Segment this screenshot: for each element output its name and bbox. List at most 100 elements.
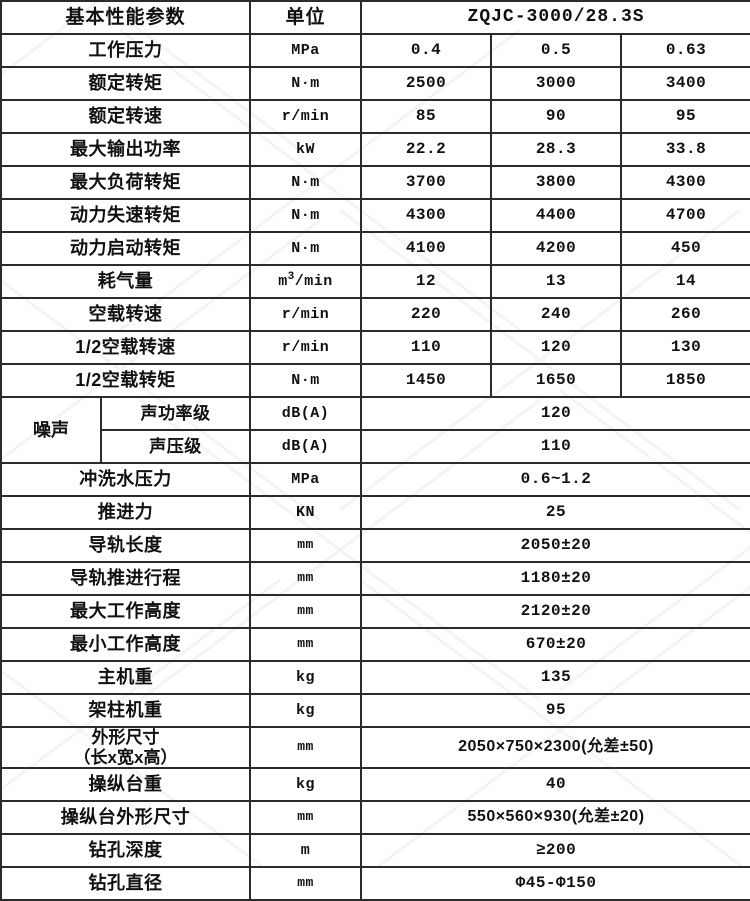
param-unit: N·m <box>249 198 363 233</box>
param-value-merged: 1180±20 <box>360 561 750 596</box>
param-value-merged: 2120±20 <box>360 594 750 629</box>
param-value-1: 22.2 <box>360 132 493 167</box>
dimension-param-name: 外形尺寸 （长x宽x高） <box>0 725 252 770</box>
noise-group-label: 噪声 <box>0 396 102 464</box>
table-row: 动力失速转矩 N·m 4300 4400 4700 <box>0 198 750 233</box>
param-value-2: 0.5 <box>490 33 623 68</box>
param-value-2: 3000 <box>490 66 623 101</box>
param-name: 推进力 <box>0 495 252 530</box>
table-header-row: 基本性能参数 单位 ZQJC-3000/28.3S <box>0 0 750 35</box>
param-value-1: 4300 <box>360 198 493 233</box>
param-name: 冲洗水压力 <box>0 462 252 497</box>
param-value-1: 0.4 <box>360 33 493 68</box>
param-name: 动力启动转矩 <box>0 231 252 266</box>
dimension-unit: mm <box>249 725 363 770</box>
param-value-3: 4700 <box>620 198 750 233</box>
param-value-merged: 0.6~1.2 <box>360 462 750 497</box>
param-name: 导轨长度 <box>0 528 252 563</box>
table-row: 推进力 KN 25 <box>0 495 750 530</box>
param-name: 最大负荷转矩 <box>0 165 252 200</box>
param-value-3: 0.63 <box>620 33 750 68</box>
param-unit: r/min <box>249 330 363 365</box>
param-value-1: 1450 <box>360 363 493 398</box>
table-row: 导轨长度 mm 2050±20 <box>0 528 750 563</box>
param-value-2: 4200 <box>490 231 623 266</box>
param-value-3: 260 <box>620 297 750 332</box>
param-value-3: 33.8 <box>620 132 750 167</box>
param-name: 最小工作高度 <box>0 627 252 662</box>
param-unit: mm <box>249 594 363 629</box>
dimension-name-line2: （长x宽x高） <box>73 747 178 767</box>
param-value-2: 120 <box>490 330 623 365</box>
param-name: 工作压力 <box>0 33 252 68</box>
table-row: 钻孔深度 m ≥200 <box>0 833 750 869</box>
noise-subparam-value: 110 <box>360 429 750 464</box>
param-unit: N·m <box>249 66 363 101</box>
param-name: 操纵台重 <box>0 767 252 803</box>
param-unit: m3/min <box>249 264 363 299</box>
param-value-merged: 25 <box>360 495 750 530</box>
param-name: 导轨推进行程 <box>0 561 252 596</box>
param-value-1: 110 <box>360 330 493 365</box>
param-name: 额定转速 <box>0 99 252 134</box>
param-name: 动力失速转矩 <box>0 198 252 233</box>
param-value-2: 90 <box>490 99 623 134</box>
param-value-merged: 40 <box>360 767 750 803</box>
param-value-merged: ≥200 <box>360 833 750 869</box>
dimension-name-line1: 外形尺寸 <box>91 728 160 747</box>
table-row: 工作压力 MPa 0.4 0.5 0.63 <box>0 33 750 68</box>
param-unit: kg <box>249 767 363 803</box>
param-name: 1/2空载转速 <box>0 330 252 365</box>
table-row: 导轨推进行程 mm 1180±20 <box>0 561 750 596</box>
table-row: 1/2空载转矩 N·m 1450 1650 1850 <box>0 363 750 398</box>
header-unit-label: 单位 <box>249 0 363 35</box>
noise-subparam-name: 声功率级 <box>99 396 252 431</box>
param-value-2: 28.3 <box>490 132 623 167</box>
param-value-merged: Φ45-Φ150 <box>360 866 750 901</box>
param-unit: MPa <box>249 33 363 68</box>
table-row: 操纵台外形尺寸 mm 550×560×930(允差±20) <box>0 800 750 836</box>
param-unit: r/min <box>249 99 363 134</box>
param-name: 架柱机重 <box>0 693 252 728</box>
param-value-1: 3700 <box>360 165 493 200</box>
table-row-overall-dimension: 外形尺寸 （长x宽x高） mm 2050×750×2300(允差±50) <box>0 725 750 770</box>
param-value-3: 3400 <box>620 66 750 101</box>
param-value-2: 4400 <box>490 198 623 233</box>
param-value-2: 3800 <box>490 165 623 200</box>
param-unit: N·m <box>249 363 363 398</box>
table-row: 最小工作高度 mm 670±20 <box>0 627 750 662</box>
param-value-1: 220 <box>360 297 493 332</box>
param-unit: N·m <box>249 165 363 200</box>
param-unit: kg <box>249 693 363 728</box>
table-row: 1/2空载转速 r/min 110 120 130 <box>0 330 750 365</box>
param-value-merged: 135 <box>360 660 750 695</box>
table-row: 额定转矩 N·m 2500 3000 3400 <box>0 66 750 101</box>
param-unit: mm <box>249 800 363 836</box>
param-name: 额定转矩 <box>0 66 252 101</box>
noise-subparam-unit: dB(A) <box>249 396 363 431</box>
table-row: 最大工作高度 mm 2120±20 <box>0 594 750 629</box>
table-row: 冲洗水压力 MPa 0.6~1.2 <box>0 462 750 497</box>
param-unit: mm <box>249 627 363 662</box>
param-value-3: 130 <box>620 330 750 365</box>
param-value-merged: 670±20 <box>360 627 750 662</box>
noise-subparam-value: 120 <box>360 396 750 431</box>
table-row: 钻孔直径 mm Φ45-Φ150 <box>0 866 750 901</box>
table-row-noise-sound-power: 噪声 声功率级 dB(A) 120 <box>0 396 750 464</box>
param-name: 1/2空载转矩 <box>0 363 252 398</box>
param-unit: m <box>249 833 363 869</box>
param-value-3: 450 <box>620 231 750 266</box>
param-value-1: 12 <box>360 264 493 299</box>
param-value-merged: 2050±20 <box>360 528 750 563</box>
param-unit: mm <box>249 528 363 563</box>
param-unit: N·m <box>249 231 363 266</box>
param-name: 操纵台外形尺寸 <box>0 800 252 836</box>
param-value-3: 4300 <box>620 165 750 200</box>
table-row-noise-sound-pressure: 声压级 dB(A) 110 <box>1 429 750 464</box>
dimension-value: 2050×750×2300(允差±50) <box>360 725 750 770</box>
param-name: 最大输出功率 <box>0 132 252 167</box>
table-row: 耗气量 m3/min 12 13 14 <box>0 264 750 299</box>
param-name: 主机重 <box>0 660 252 695</box>
